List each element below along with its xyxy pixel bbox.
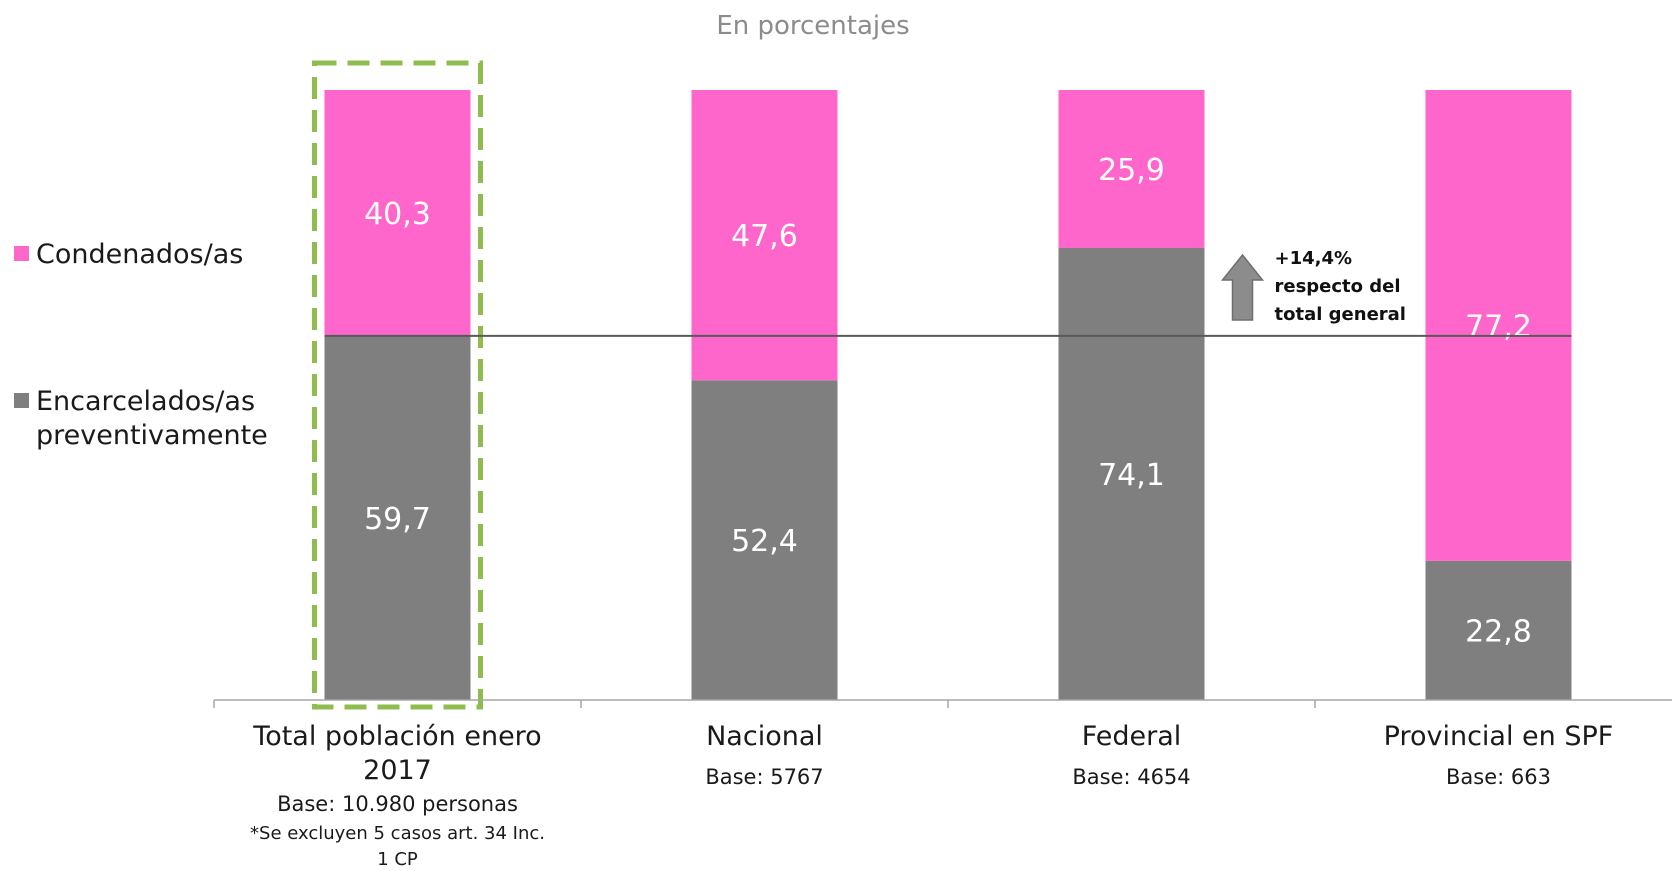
data-label: 74,1 — [1098, 458, 1165, 493]
chart-subtitle: En porcentajes — [716, 11, 909, 41]
annotation: +14,4% respecto del total general — [1220, 248, 1406, 325]
x-tick-label: Federal — [1082, 721, 1182, 752]
bar-segment — [324, 335, 471, 700]
data-label: 77,2 — [1465, 309, 1532, 344]
bar-segment — [1425, 560, 1572, 700]
legend-swatch — [14, 246, 29, 261]
x-tick-label: Total población enero — [252, 721, 541, 752]
highlight-box — [312, 60, 483, 710]
base-label: Base: 10.980 personas — [277, 792, 518, 816]
legend: Condenados/as Encarcelados/aspreventivame… — [14, 239, 268, 451]
legend-label: Encarcelados/as — [36, 386, 255, 417]
annotation-text: total general — [1275, 304, 1406, 325]
bar-segment — [691, 90, 838, 381]
base-label: Base: 663 — [1446, 765, 1551, 789]
annotation-text: respecto del — [1275, 276, 1401, 297]
data-label: 59,7 — [364, 502, 431, 537]
annotation-text: +14,4% — [1275, 248, 1353, 269]
legend-label: preventivamente — [36, 420, 268, 451]
bar-segment — [1058, 90, 1205, 248]
up-arrow-icon — [1220, 253, 1265, 321]
data-label: 22,8 — [1465, 614, 1532, 649]
bar-segment — [691, 380, 838, 700]
base-label: Base: 5767 — [705, 765, 823, 789]
bar-segment — [1058, 247, 1205, 701]
data-label: 40,3 — [364, 197, 431, 232]
note-label: 1 CP — [377, 849, 418, 870]
x-tick-label: Provincial en SPF — [1384, 721, 1614, 752]
bar-segment — [324, 90, 471, 336]
data-label: 25,9 — [1098, 153, 1165, 188]
x-tick-label: 2017 — [363, 755, 432, 786]
legend-label: Condenados/as — [36, 239, 243, 270]
x-tick-label: Nacional — [706, 721, 823, 752]
legend-swatch — [14, 393, 29, 408]
data-label: 52,4 — [731, 524, 798, 559]
bars-group: 59,7 40,3 52,4 47,6 74,1 25,9 22,8 77,2 — [312, 60, 1572, 710]
base-label: Base: 4654 — [1072, 765, 1190, 789]
note-label: *Se excluyen 5 casos art. 34 Inc. — [250, 823, 545, 844]
bar-segment — [1425, 90, 1572, 561]
data-label: 47,6 — [731, 219, 798, 254]
